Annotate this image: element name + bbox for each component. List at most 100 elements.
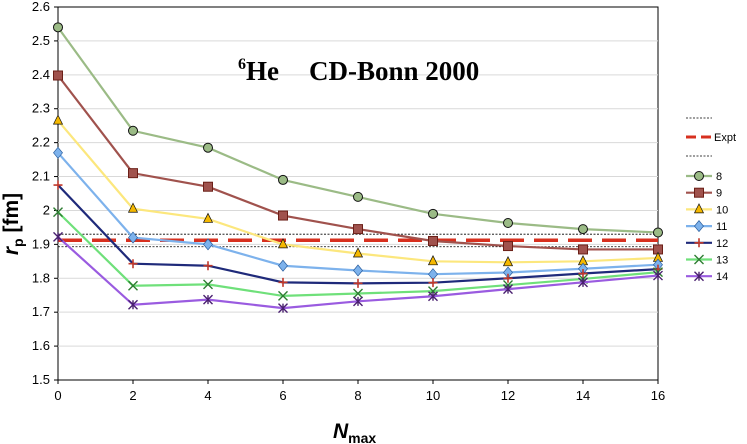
- data-point-12: [353, 278, 363, 288]
- data-point-8: [503, 218, 513, 229]
- data-point-13: [203, 279, 213, 290]
- data-point-10: [427, 255, 439, 266]
- data-point-13: [353, 288, 363, 299]
- x-tick-label: 0: [54, 388, 61, 403]
- data-point-8: [203, 142, 213, 153]
- data-point-12: [278, 277, 288, 287]
- legend-item-9: 9: [686, 187, 722, 200]
- data-point-8: [353, 191, 363, 202]
- legend-series: 8 9 10 11 12 13 14: [686, 171, 728, 283]
- data-point-13: [278, 290, 288, 301]
- data-point-14: [128, 299, 138, 310]
- data-point-8: [653, 227, 663, 238]
- legend-swatch-marker: [694, 238, 704, 248]
- data-point-9: [578, 244, 588, 255]
- data-point-10: [352, 247, 364, 258]
- legend-label: 10: [716, 204, 728, 216]
- data-point-10: [127, 202, 139, 213]
- data-point-11: [353, 264, 363, 277]
- x-tick-label: 10: [426, 388, 440, 403]
- legend-expt-label: Expt: [714, 132, 736, 144]
- legend-swatch-marker: [694, 187, 704, 198]
- y-axis-label-main: r: [0, 245, 23, 255]
- data-point-13: [128, 280, 138, 291]
- series-8: [53, 22, 663, 238]
- series-13: [53, 207, 663, 301]
- legend-label: 12: [716, 238, 728, 250]
- data-point-14: [428, 291, 438, 302]
- data-point-14: [203, 294, 213, 305]
- y-tick-label: 1.6: [32, 338, 50, 353]
- series-9: [53, 70, 663, 255]
- x-tick-label: 8: [354, 388, 361, 403]
- data-point-12: [578, 269, 588, 279]
- data-point-13: [53, 207, 63, 218]
- x-axis-label-main: N: [333, 420, 349, 443]
- y-tick-label: 2.1: [32, 169, 50, 184]
- data-point-12: [128, 259, 138, 269]
- legend-item-12: 12: [686, 238, 728, 250]
- legend-label: 11: [716, 221, 727, 233]
- y-tick-label: 1.9: [32, 236, 50, 251]
- chart-title: 6He CD-Bonn 2000: [238, 56, 479, 86]
- x-tick-label: 16: [651, 388, 665, 403]
- data-point-10: [502, 256, 514, 267]
- legend-item-11: 11: [686, 220, 727, 233]
- y-axis-ticks: 1.5 1.6 1.7 1.8 1.9 2 2.1 2.2 2.3 2.4 2.5 2.6: [32, 0, 58, 387]
- y-axis-label-sub: p: [10, 238, 26, 247]
- data-point-10: [202, 212, 214, 223]
- legend: Expt 8 9 10 11 12 13 14: [686, 117, 736, 283]
- legend-item-10: 10: [686, 203, 728, 216]
- legend-item-13: 13: [686, 255, 728, 267]
- title-isotope: He: [246, 56, 279, 86]
- legend-swatch-marker: [694, 271, 704, 282]
- data-point-14: [278, 303, 288, 314]
- legend-swatch-marker: [694, 220, 704, 233]
- y-axis-label: rp [fm]: [0, 193, 26, 255]
- series-14: [53, 231, 663, 314]
- title-interaction: CD-Bonn 2000: [309, 56, 479, 86]
- data-point-8: [428, 208, 438, 219]
- y-tick-label: 2: [43, 202, 50, 217]
- legend-label: 14: [716, 271, 728, 283]
- data-point-12: [503, 273, 513, 283]
- title-mass-number: 6: [238, 56, 246, 73]
- data-point-12: [53, 180, 63, 190]
- data-point-9: [278, 210, 288, 221]
- y-tick-label: 1.8: [32, 270, 50, 285]
- x-tick-label: 4: [204, 388, 211, 403]
- data-point-11: [203, 238, 213, 251]
- data-point-8: [278, 174, 288, 185]
- legend-item-8: 8: [686, 171, 722, 183]
- y-tick-label: 2.2: [32, 135, 50, 150]
- data-point-10: [277, 238, 289, 249]
- x-tick-label: 2: [129, 388, 136, 403]
- experiment-reference: [58, 233, 658, 248]
- data-point-14: [53, 231, 63, 242]
- data-point-8: [578, 224, 588, 235]
- data-point-8: [53, 22, 63, 33]
- data-point-11: [53, 146, 63, 159]
- data-point-9: [128, 168, 138, 179]
- x-tick-label: 14: [576, 388, 590, 403]
- data-point-10: [52, 114, 64, 125]
- y-tick-label: 1.7: [32, 304, 50, 319]
- data-point-9: [503, 241, 513, 252]
- data-point-11: [278, 259, 288, 272]
- x-axis-ticks: 0 2 4 6 8 10 12 14 16: [54, 380, 665, 403]
- data-point-14: [578, 277, 588, 288]
- data-point-9: [203, 181, 213, 192]
- data-point-14: [353, 296, 363, 307]
- y-gridlines: [58, 40, 658, 347]
- legend-swatch-marker: [694, 171, 704, 181]
- legend-swatch-marker: [694, 254, 704, 265]
- data-point-14: [503, 284, 513, 295]
- data-point-8: [128, 125, 138, 136]
- y-tick-label: 1.5: [32, 372, 50, 387]
- y-tick-label: 2.4: [32, 67, 50, 82]
- series-layer: [52, 22, 664, 314]
- data-point-14: [653, 270, 663, 281]
- x-axis-label: Nmax: [333, 420, 376, 444]
- y-tick-label: 2.5: [32, 33, 50, 48]
